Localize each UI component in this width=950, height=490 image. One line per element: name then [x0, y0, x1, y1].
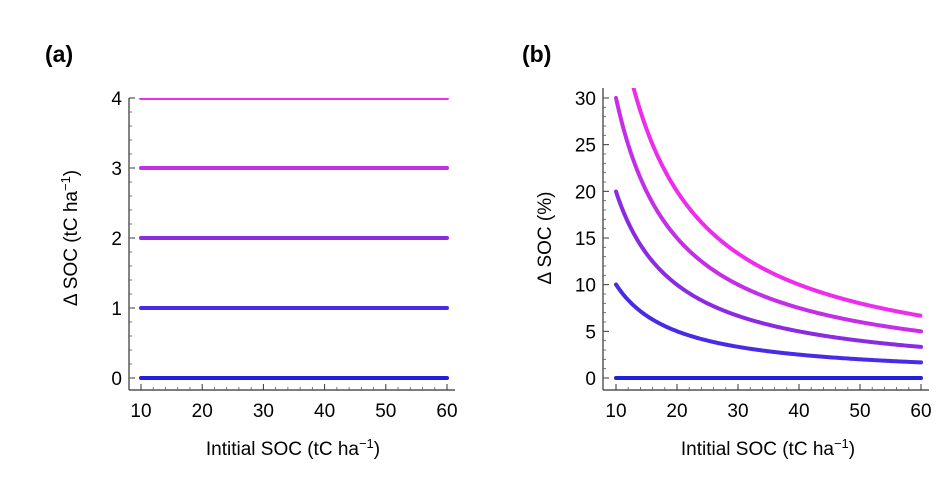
panel-b-y-tick-label: 30 — [575, 89, 596, 110]
panel-a-y-tick-label: 4 — [111, 89, 122, 110]
panel-b-y-tick-label: 20 — [575, 182, 596, 203]
panel-b-ylabel: Δ SOC (%) — [535, 192, 556, 285]
panel-a-ylabel: Δ SOC (tC ha−1) — [58, 170, 83, 306]
panel-b-x-tick-label: 10 — [605, 401, 626, 422]
panel-a-label: (a) — [45, 41, 73, 67]
panel-a-plot: 10 20 30 40 50 60 0 1 2 3 4 — [111, 89, 457, 422]
panel-a-x-tick-label: 50 — [375, 401, 396, 422]
panel-b-label: (b) — [522, 41, 551, 67]
panel-b-y-tick-label: 25 — [575, 136, 596, 157]
panel-a-y-tick-label: 1 — [111, 299, 122, 320]
panel-a-x-tick-label: 20 — [192, 401, 213, 422]
panel-b-xlabel: Intitial SOC (tC ha−1) — [681, 436, 855, 461]
panel-a-x-tick-label: 40 — [314, 401, 335, 422]
panel-a-x-tick-label: 10 — [130, 401, 151, 422]
panel-b-plot: 10 20 30 40 50 60 0 5 10 15 20 25 30 — [575, 88, 932, 422]
panel-b-y-tick-label: 5 — [585, 322, 596, 343]
panel-a-x-tick-label: 30 — [253, 401, 274, 422]
panel-a-y-tick-label: 3 — [111, 159, 122, 180]
panel-b-x-tick-label: 50 — [849, 401, 870, 422]
panel-b-series-line-4 — [631, 88, 923, 318]
panel-b-y-tick-label: 0 — [585, 369, 596, 390]
panel-b-x-tick-label: 30 — [727, 401, 748, 422]
panel-b: (b) 10 20 30 40 50 60 0 5 10 15 20 25 30 Intitial SO… — [522, 41, 932, 460]
panel-b-series-line-1 — [614, 282, 923, 365]
panel-b-x-tick-label: 60 — [910, 401, 931, 422]
panel-a-x-tick-label: 60 — [436, 401, 457, 422]
panel-a-xlabel: Intitial SOC (tC ha−1) — [206, 436, 380, 461]
panel-b-x-tick-label: 20 — [666, 401, 687, 422]
panel-b-y-tick-label: 10 — [575, 276, 596, 297]
panel-b-series-line-2 — [614, 189, 923, 349]
panel-b-y-tick-label: 15 — [575, 229, 596, 250]
panel-a-y-tick-label: 2 — [111, 229, 122, 250]
panel-a: (a) 10 20 30 40 50 60 0 1 2 3 4 Intitial SOC (tC h… — [45, 41, 458, 460]
panel-a-y-tick-label: 0 — [111, 369, 122, 390]
panel-b-x-tick-label: 40 — [788, 401, 809, 422]
panel-b-series-line-3 — [614, 96, 923, 334]
